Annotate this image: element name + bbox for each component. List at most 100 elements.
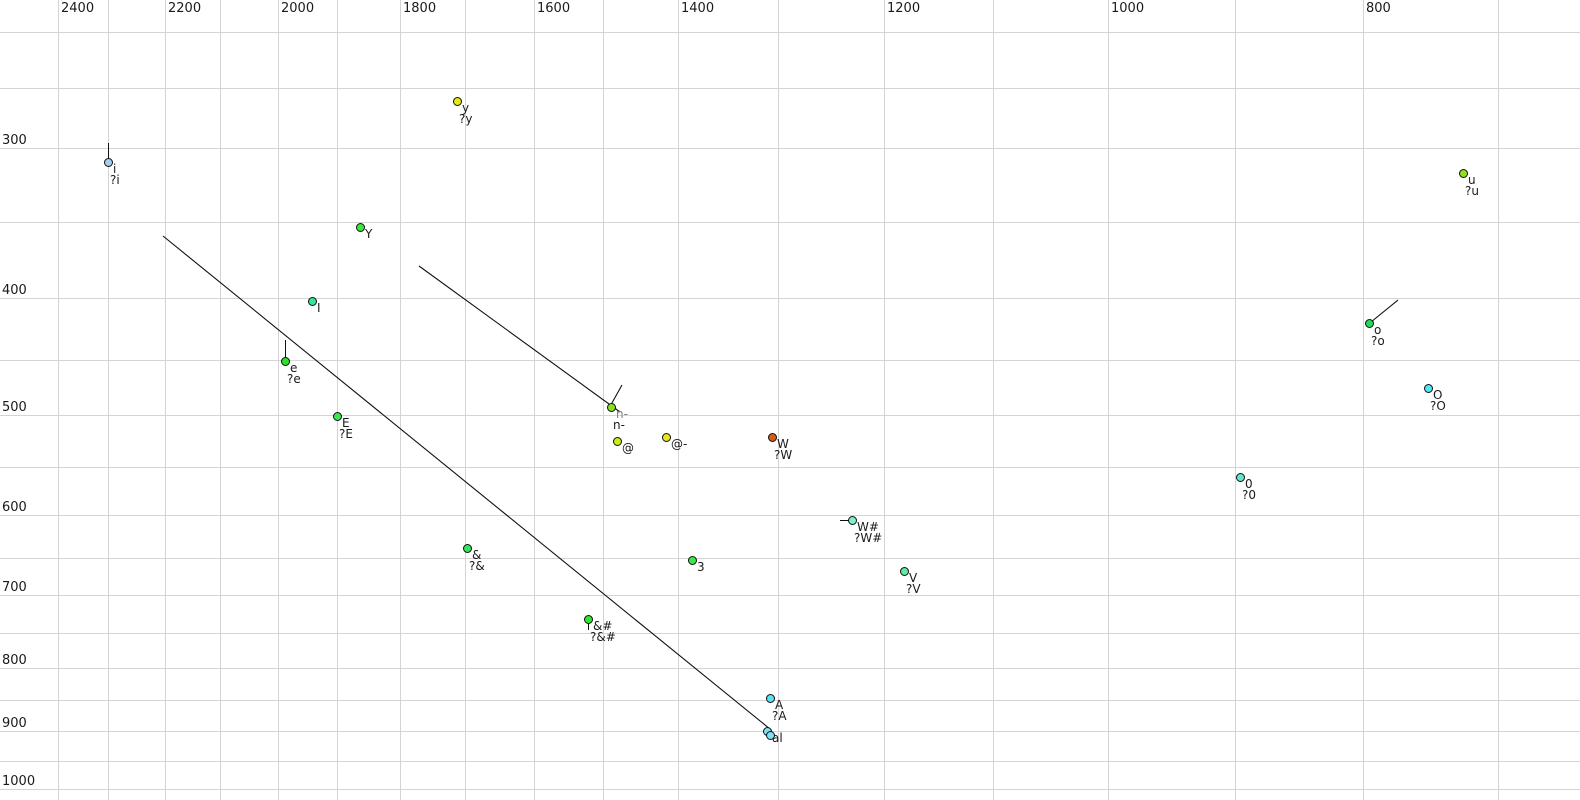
x-axis-tick-label: 2200	[168, 1, 202, 16]
gridline-horizontal-major	[0, 595, 1580, 596]
y-axis-tick-label: 900	[2, 716, 27, 731]
point-label-secondary: ?u	[1465, 184, 1479, 198]
scatter-point[interactable]	[462, 543, 472, 553]
gridline-vertical-major	[400, 0, 401, 800]
gridline-horizontal-major	[0, 789, 1580, 790]
point-label-primary: &	[472, 548, 482, 562]
error-bar-vertical	[588, 619, 589, 630]
gridline-vertical-major	[58, 0, 59, 800]
gridline-vertical-major	[884, 0, 885, 800]
gridline-horizontal-minor	[0, 222, 1580, 223]
point-label-primary: I	[317, 301, 321, 315]
point-label-primary: e	[290, 361, 298, 375]
scatter-point[interactable]	[452, 96, 462, 106]
gridline-vertical-major	[534, 0, 535, 800]
gridline-vertical-major	[1363, 0, 1364, 800]
gridline-horizontal-minor	[0, 467, 1580, 468]
x-axis-tick-label: 1200	[887, 1, 921, 16]
y-axis-tick-label: 300	[2, 133, 27, 148]
x-axis-tick-label: 800	[1366, 1, 1391, 16]
gridline-horizontal-minor	[0, 558, 1580, 559]
point-label-primary: V	[909, 571, 918, 585]
point-label-secondary: ?O	[1430, 399, 1446, 413]
gridline-horizontal-major	[0, 148, 1580, 149]
y-axis-tick-label: 400	[2, 283, 27, 298]
point-label-primary: O	[1433, 388, 1443, 402]
long-fit-line	[162, 235, 771, 730]
point-label-primary: @	[622, 441, 634, 455]
gridline-vertical-minor	[465, 0, 466, 800]
gridline-horizontal-minor	[0, 32, 1580, 33]
scatter-point[interactable]	[355, 222, 365, 232]
gridline-horizontal-minor	[0, 633, 1580, 634]
gridline-vertical-major	[1108, 0, 1109, 800]
gridline-vertical-minor	[108, 0, 109, 800]
scatter-point[interactable]	[583, 614, 593, 624]
scatter-point[interactable]	[661, 432, 671, 442]
point-label-secondary: ?y	[459, 112, 473, 126]
y-axis-tick-label: 700	[2, 580, 27, 595]
point-label-primary: A	[775, 698, 784, 712]
point-label-primary: &#	[593, 619, 613, 633]
point-label-primary: o	[1374, 323, 1382, 337]
scatter-point[interactable]	[687, 555, 697, 565]
scatter-point[interactable]	[612, 436, 622, 446]
scatter-point[interactable]	[103, 157, 113, 167]
scatter-point[interactable]	[765, 730, 775, 740]
point-label-secondary: n-	[613, 418, 625, 432]
scatter-point[interactable]	[280, 356, 290, 366]
y-axis-tick-label: 800	[2, 653, 27, 668]
gridline-vertical-minor	[220, 0, 221, 800]
point-label-secondary: ?&#	[590, 630, 616, 644]
point-label-primary: W#	[857, 520, 879, 534]
point-label-primary: n-	[616, 407, 628, 421]
point-label-secondary: ?i	[110, 173, 120, 187]
x-axis-tick-label: 1800	[403, 1, 437, 16]
x-axis-tick-label: 1000	[1111, 1, 1145, 16]
gridline-horizontal-minor	[0, 88, 1580, 89]
point-label-secondary: ?W#	[854, 531, 883, 545]
point-label-secondary: ?W	[774, 448, 793, 462]
point-label-primary: al	[772, 731, 783, 745]
scatter-point[interactable]	[847, 515, 857, 525]
point-label-primary: 3	[697, 560, 705, 574]
gridline-horizontal-minor	[0, 360, 1580, 361]
gridline-horizontal-major	[0, 415, 1580, 416]
error-bar-vertical	[108, 143, 109, 162]
gridline-horizontal-major	[0, 298, 1580, 299]
whisker-o	[1370, 299, 1399, 323]
scatter-point[interactable]	[307, 296, 317, 306]
gridline-vertical-minor	[778, 0, 779, 800]
gridline-vertical-minor	[1235, 0, 1236, 800]
point-label-secondary: ?0	[1242, 488, 1257, 502]
scatter-point[interactable]	[765, 693, 775, 703]
x-axis-tick-label: 1600	[537, 1, 571, 16]
scatter-point[interactable]	[1235, 472, 1245, 482]
scatter-point[interactable]	[1364, 318, 1374, 328]
gridline-vertical-major	[165, 0, 166, 800]
scatter-point[interactable]	[606, 402, 616, 412]
x-axis-tick-label: 1400	[681, 1, 715, 16]
point-label-secondary: ?e	[287, 372, 301, 386]
point-label-primary: E	[342, 416, 350, 430]
x-axis-tick-label: 2400	[61, 1, 95, 16]
y-axis-tick-label: 500	[2, 400, 27, 415]
point-label-primary: @-	[671, 437, 688, 451]
scatter-point[interactable]	[1423, 383, 1433, 393]
scatter-point[interactable]	[899, 566, 909, 576]
point-label-primary: 0	[1245, 477, 1253, 491]
error-bar-vertical	[285, 340, 286, 361]
scatter-point[interactable]	[767, 432, 777, 442]
scatter-point[interactable]	[1458, 168, 1468, 178]
point-label-secondary: ?o	[1371, 334, 1385, 348]
point-label-primary: y	[462, 101, 470, 115]
x-axis-tick-label: 2000	[281, 1, 315, 16]
point-label-secondary: ?&	[469, 559, 485, 573]
point-label-secondary: ?A	[772, 709, 787, 723]
scatter-point[interactable]	[332, 411, 342, 421]
gridline-vertical-minor	[1498, 0, 1499, 800]
gridline-horizontal-minor	[0, 761, 1580, 762]
gridline-vertical-major	[278, 0, 279, 800]
point-label-primary: i	[113, 162, 117, 176]
